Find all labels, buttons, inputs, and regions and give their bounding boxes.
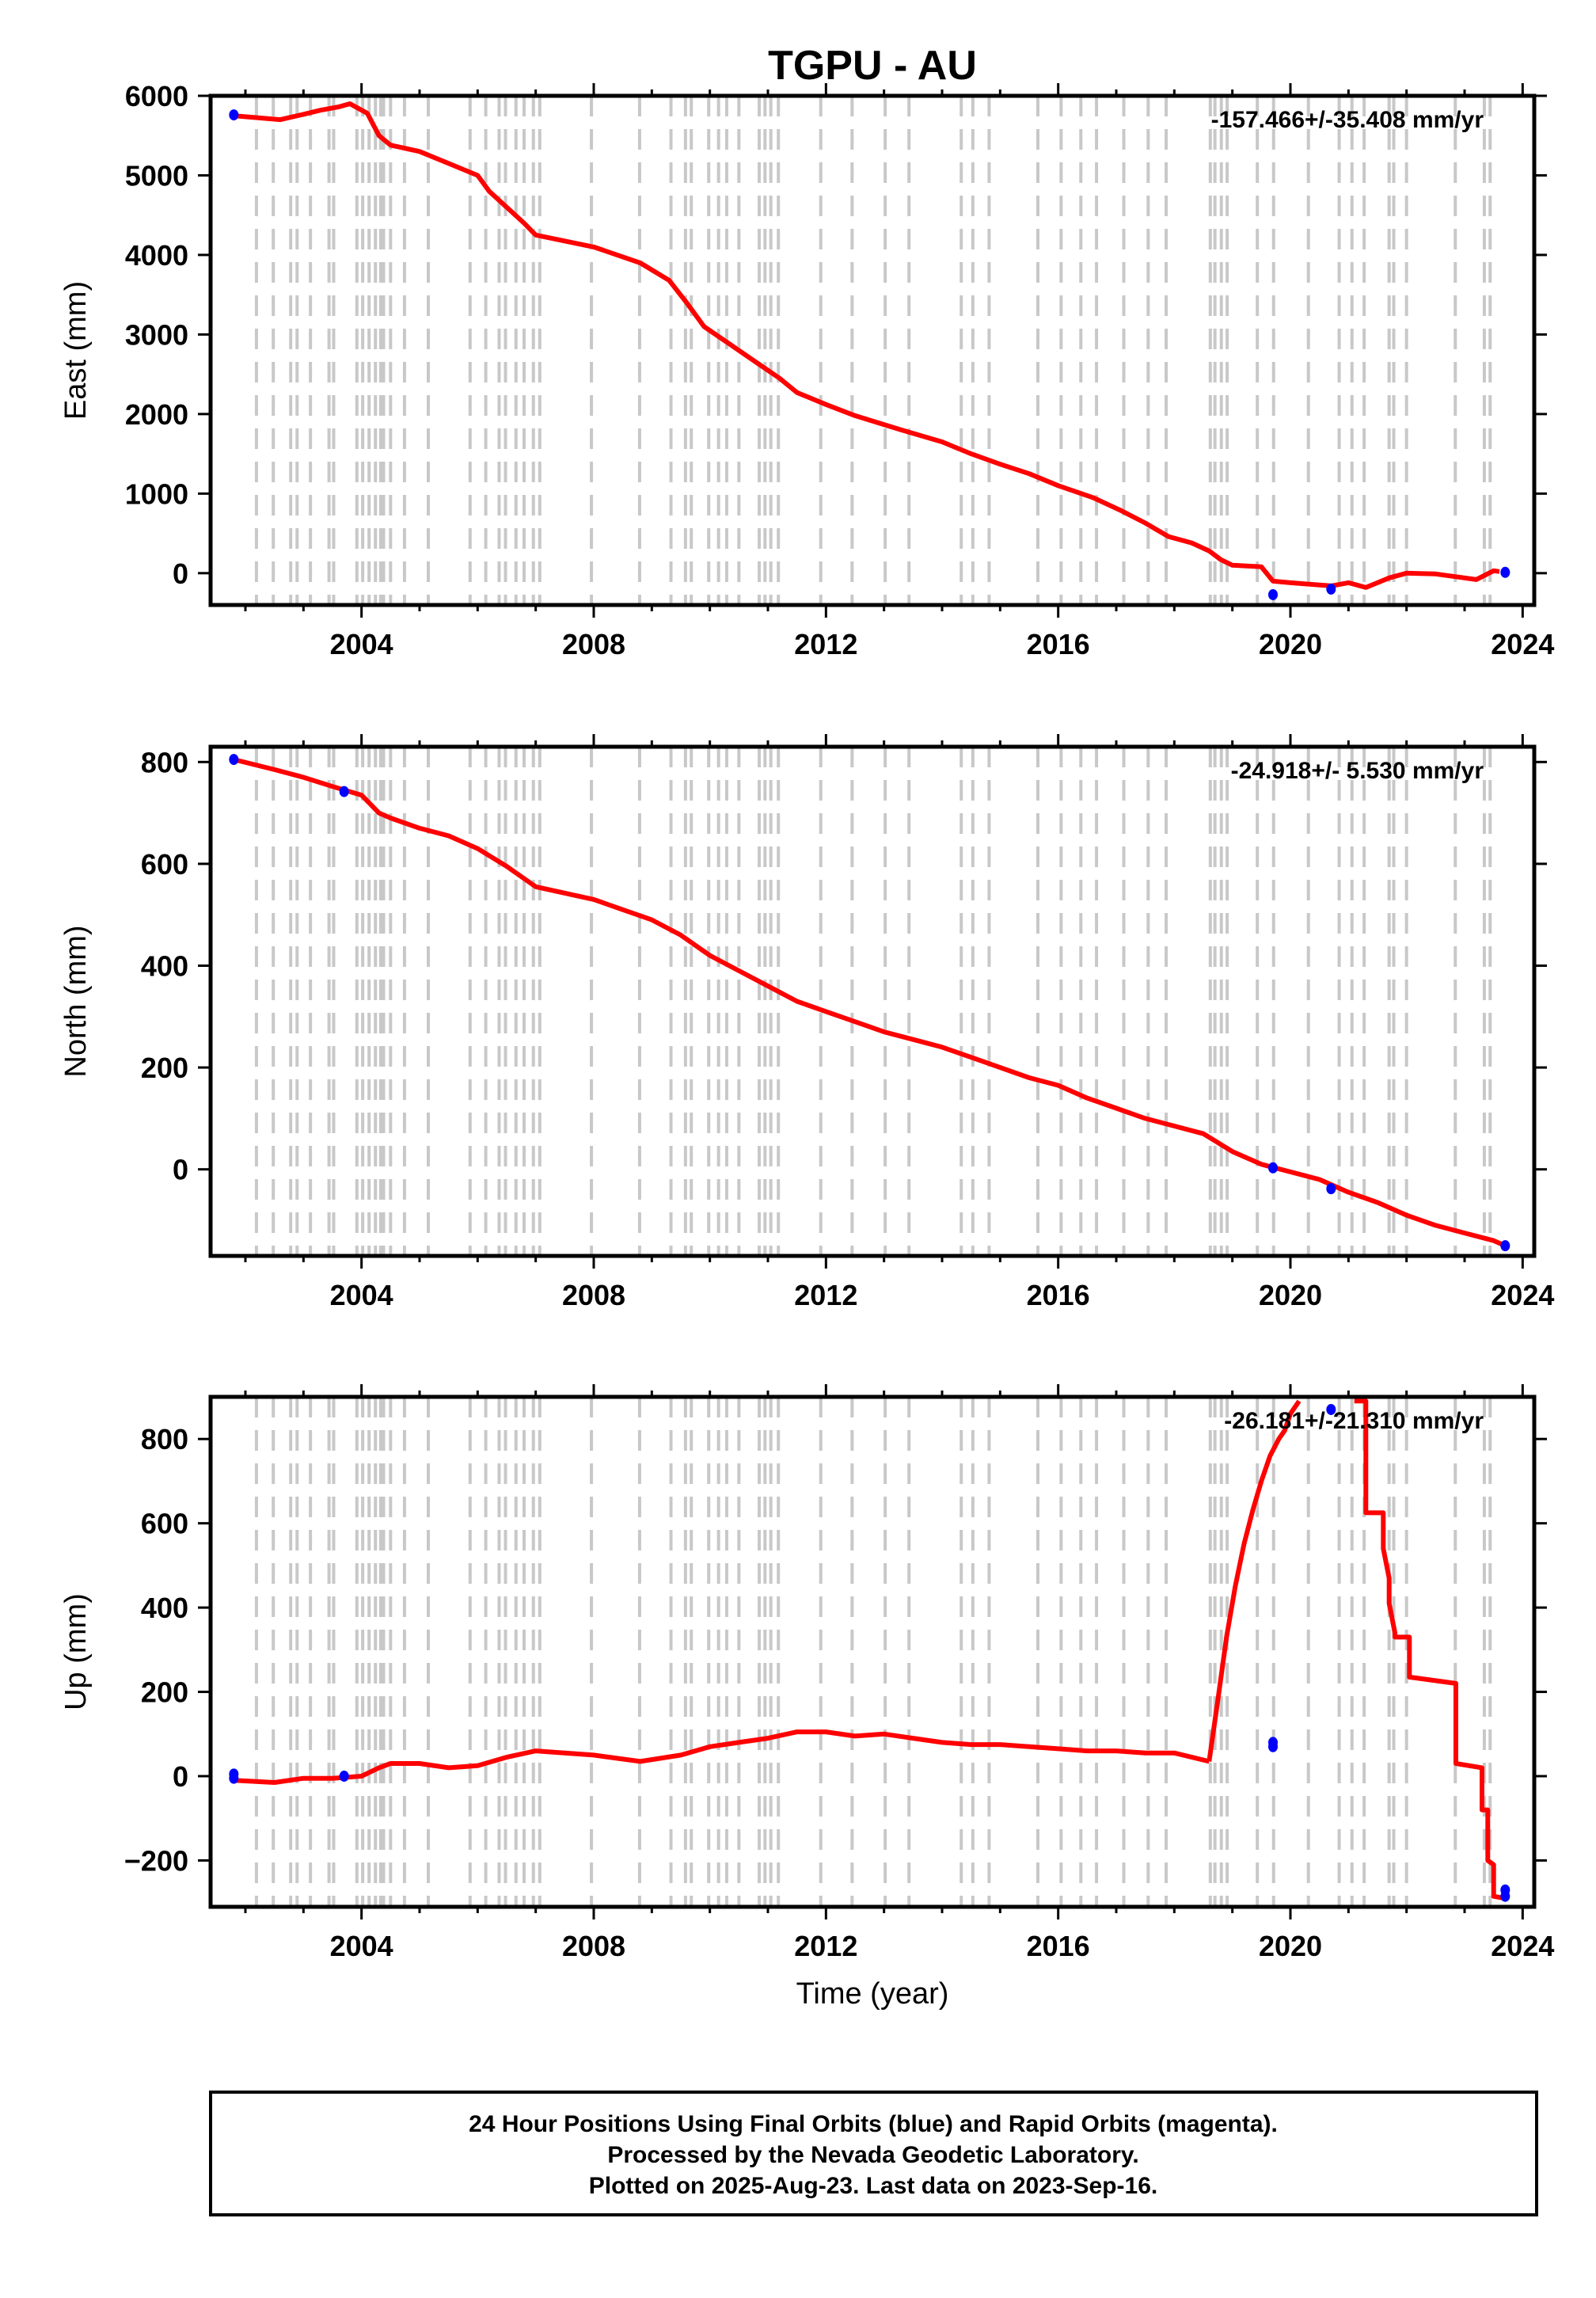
y-tick-label: 800 xyxy=(141,1423,188,1455)
final-orbit-point xyxy=(1326,1403,1336,1415)
x-axis-label: Time (year) xyxy=(796,1977,949,2011)
final-orbit-point xyxy=(1268,1162,1278,1174)
x-tick-label: 2012 xyxy=(794,628,857,660)
x-tick-label: 2024 xyxy=(1491,1279,1554,1311)
y-tick-label: 0 xyxy=(173,1154,188,1186)
x-tick-label: 2016 xyxy=(1027,1279,1090,1311)
y-tick-label: 400 xyxy=(141,1592,188,1624)
offset-lines xyxy=(254,747,1492,1256)
y-axis-label: East (mm) xyxy=(59,281,93,420)
y-tick-label: 400 xyxy=(141,949,188,982)
chart-title: TGPU - AU xyxy=(768,43,977,89)
y-tick-label: 600 xyxy=(141,1508,188,1540)
y-axis-label: North (mm) xyxy=(59,925,93,1077)
x-tick-label: 2008 xyxy=(562,1279,625,1311)
final-orbit-point xyxy=(1326,583,1336,595)
plot-frame xyxy=(208,744,1537,1258)
x-tick-label: 2020 xyxy=(1259,1930,1322,1962)
y-axis-label: Up (mm) xyxy=(59,1593,93,1710)
y-tick-label: 0 xyxy=(173,557,188,590)
offset-lines xyxy=(254,96,1492,605)
plot-frame xyxy=(208,93,1537,607)
series-line xyxy=(1354,1398,1506,1901)
y-tick-label: 4000 xyxy=(125,239,188,272)
x-tick-label: 2012 xyxy=(794,1279,857,1311)
rate-annotation: -26.181+/-21.310 mm/yr xyxy=(1224,1408,1484,1434)
final-orbit-point xyxy=(1500,1240,1510,1252)
x-tick-label: 2012 xyxy=(794,1930,857,1962)
rate-annotation: -24.918+/- 5.530 mm/yr xyxy=(1231,758,1484,784)
final-orbit-point xyxy=(1268,1737,1278,1748)
footer-line-3: Plotted on 2025-Aug-23. Last data on 202… xyxy=(589,2173,1158,2199)
x-tick-label: 2004 xyxy=(330,1930,393,1962)
series-line xyxy=(234,101,1500,590)
series-line xyxy=(1206,1399,1302,1762)
x-tick-label: 2020 xyxy=(1259,1279,1322,1311)
final-orbit-point xyxy=(229,109,239,121)
east-panel: 2004 2008 2012 2016 2020 2024 0 1000 2000 3000 400… xyxy=(59,80,1554,660)
y-tick-label: 2000 xyxy=(125,398,188,431)
x-tick-label: 2008 xyxy=(562,1930,625,1962)
footer-line-1: 24 Hour Positions Using Final Orbits (bl… xyxy=(469,2111,1278,2137)
final-orbit-point xyxy=(1326,1183,1336,1195)
rate-annotation: -157.466+/-35.408 mm/yr xyxy=(1211,107,1484,133)
final-orbit-point xyxy=(339,786,349,797)
x-tick-label: 2004 xyxy=(330,628,393,660)
final-orbit-point xyxy=(1268,588,1278,600)
y-tick-label: 3000 xyxy=(125,318,188,351)
y-tick-label: 0 xyxy=(173,1760,188,1793)
x-tick-label: 2016 xyxy=(1027,628,1090,660)
final-orbit-point xyxy=(1500,566,1510,578)
series-line xyxy=(233,757,1507,1248)
footer-line-2: Processed by the Nevada Geodetic Laborat… xyxy=(607,2142,1138,2168)
x-tick-label: 2016 xyxy=(1027,1930,1090,1962)
x-tick-label: 2004 xyxy=(330,1279,393,1311)
y-tick-label: 600 xyxy=(141,848,188,881)
y-tick-label: 5000 xyxy=(125,159,188,192)
final-orbit-point xyxy=(229,1772,239,1784)
plot-frame xyxy=(208,1394,1537,1909)
y-tick-label: 800 xyxy=(141,746,188,778)
y-tick-label: 6000 xyxy=(125,80,188,112)
x-tick-label: 2008 xyxy=(562,628,625,660)
x-tick-label: 2024 xyxy=(1491,1930,1554,1962)
offset-lines xyxy=(254,1397,1492,1907)
y-tick-label: 200 xyxy=(141,1676,188,1709)
up-panel: 2004 2008 2012 2016 2020 2024 −200 0 200 400 600 80… xyxy=(59,1384,1554,2011)
x-tick-label: 2024 xyxy=(1491,628,1554,660)
series-group xyxy=(229,754,1510,1252)
north-panel: 2004 2008 2012 2016 2020 2024 0 200 400 600 800 Nor… xyxy=(59,734,1554,1311)
series-line xyxy=(234,1729,1210,1785)
final-orbit-point xyxy=(1500,1890,1510,1902)
y-tick-label: 1000 xyxy=(125,477,188,510)
footer-box: 24 Hour Positions Using Final Orbits (bl… xyxy=(209,2091,1538,2216)
y-tick-label: 200 xyxy=(141,1052,188,1084)
final-orbit-point xyxy=(229,754,239,766)
y-tick-label: −200 xyxy=(124,1844,188,1877)
x-tick-label: 2020 xyxy=(1259,628,1322,660)
series-group xyxy=(229,101,1510,600)
series-group xyxy=(229,1398,1510,1902)
final-orbit-point xyxy=(339,1771,349,1782)
footer-frame xyxy=(209,2091,1538,2216)
